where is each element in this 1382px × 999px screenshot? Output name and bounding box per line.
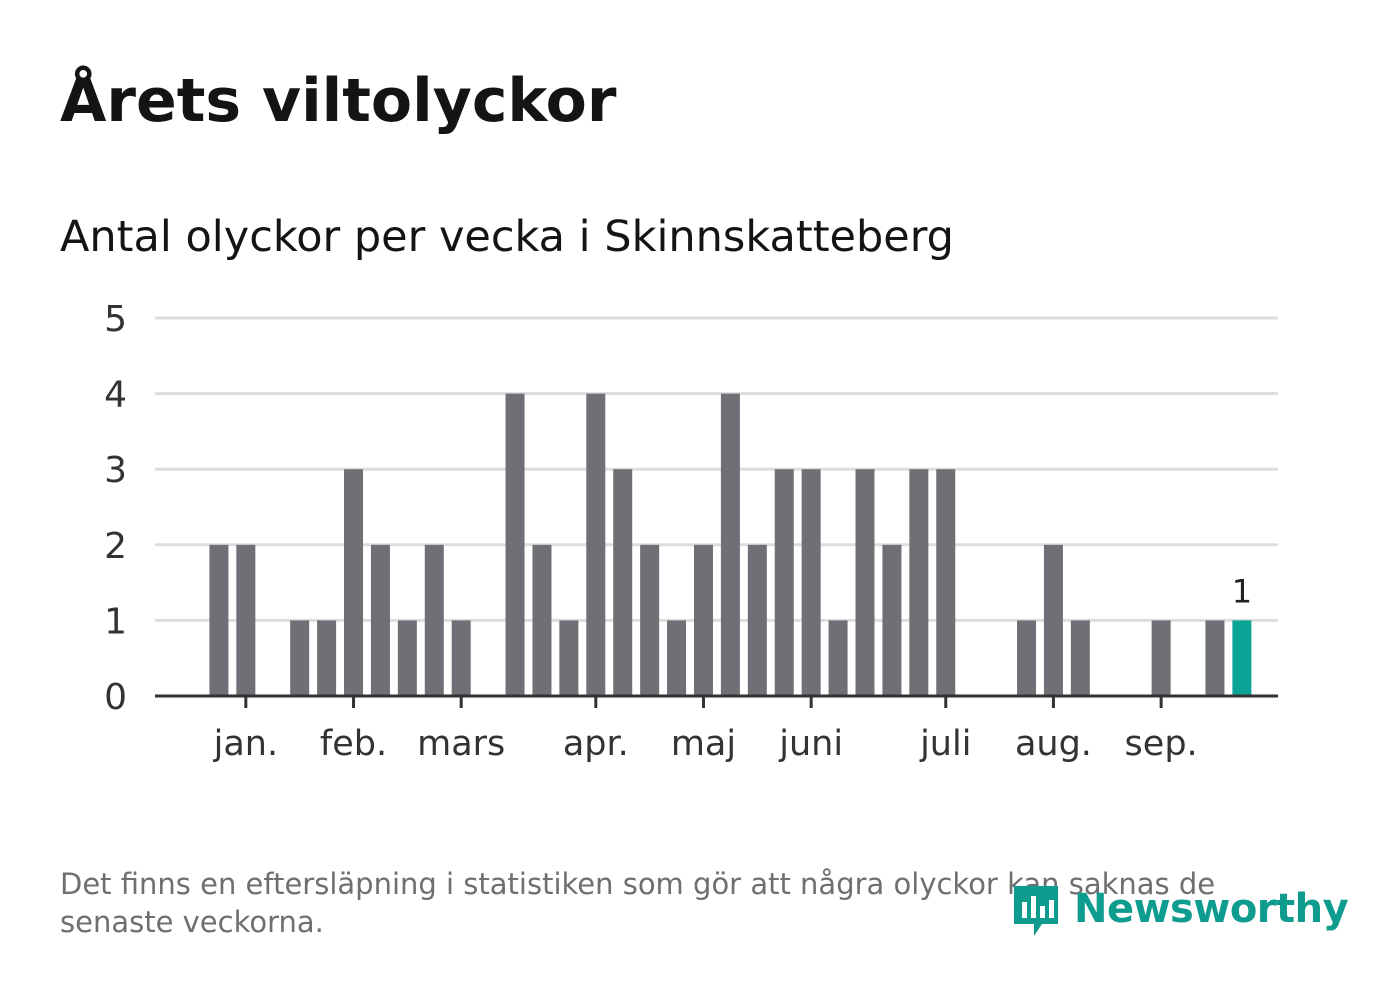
x-tick-label: mars — [417, 724, 505, 764]
data-labels: 1 — [1232, 572, 1252, 610]
bar-week-9 — [397, 620, 417, 696]
bar-week-17 — [613, 469, 633, 696]
y-tick-label: 5 — [104, 299, 127, 340]
x-axis-ticks: jan. feb. mars apr. maj juni juli aug. sep. — [213, 696, 1198, 764]
bar-week-22 — [747, 544, 767, 696]
gridlines — [155, 316, 1278, 622]
x-tick-label: aug. — [1015, 724, 1092, 764]
bar-week-28 — [909, 469, 929, 696]
bar-week-19 — [667, 620, 687, 696]
bar-week-24 — [801, 469, 821, 696]
bar-week-39 — [1205, 620, 1225, 696]
bar-week-20 — [693, 544, 713, 696]
x-tick-label: apr. — [563, 724, 629, 764]
bar-week-18 — [640, 544, 660, 696]
y-tick-label: 4 — [104, 375, 127, 416]
bar-week-25 — [828, 620, 848, 696]
newsworthy-logo: Newsworthy — [1010, 878, 1349, 940]
bar-week-5 — [290, 620, 310, 696]
x-tick-label: sep. — [1125, 724, 1198, 764]
data-label-latest: 1 — [1232, 572, 1252, 610]
bar-week-2 — [209, 544, 229, 696]
bar-week-7 — [344, 469, 364, 696]
y-tick-label: 2 — [104, 526, 127, 567]
bar-week-21 — [720, 393, 740, 696]
bar-week-23 — [774, 469, 794, 696]
x-tick-label: maj — [671, 724, 736, 764]
bar-week-32 — [1017, 620, 1037, 696]
bar-week-10 — [424, 544, 444, 696]
chart-subtitle: Antal olyckor per vecka i Skinnskatteber… — [60, 212, 954, 262]
bar-week-16 — [586, 393, 606, 696]
bar-week-29 — [936, 469, 956, 696]
chart-title: Årets viltolyckor — [60, 66, 617, 136]
bars — [209, 393, 1252, 696]
newsworthy-logo-icon — [1014, 886, 1058, 936]
bar-week-15 — [559, 620, 579, 696]
bar-week-33 — [1043, 544, 1063, 696]
bar-week-37 — [1151, 620, 1171, 696]
bar-week-8 — [370, 544, 390, 696]
x-tick-label: juli — [919, 724, 971, 764]
x-tick-label: jan. — [213, 724, 278, 764]
x-tick-label: juni — [778, 724, 843, 764]
bar-week-14 — [532, 544, 552, 696]
logo-text: Newsworthy — [1074, 886, 1349, 932]
y-tick-label: 3 — [104, 450, 127, 491]
bar-week-40 — [1232, 620, 1252, 696]
bar-week-34 — [1070, 620, 1090, 696]
x-tick-label: feb. — [320, 724, 387, 764]
bar-week-13 — [505, 393, 525, 696]
bar-week-11 — [451, 620, 471, 696]
y-tick-label: 0 — [104, 677, 127, 718]
bar-week-26 — [855, 469, 875, 696]
bar-week-27 — [882, 544, 902, 696]
y-axis-ticks: 0 1 2 3 4 5 — [104, 299, 127, 718]
bar-week-6 — [317, 620, 337, 696]
bar-week-3 — [236, 544, 256, 696]
y-tick-label: 1 — [104, 601, 127, 642]
